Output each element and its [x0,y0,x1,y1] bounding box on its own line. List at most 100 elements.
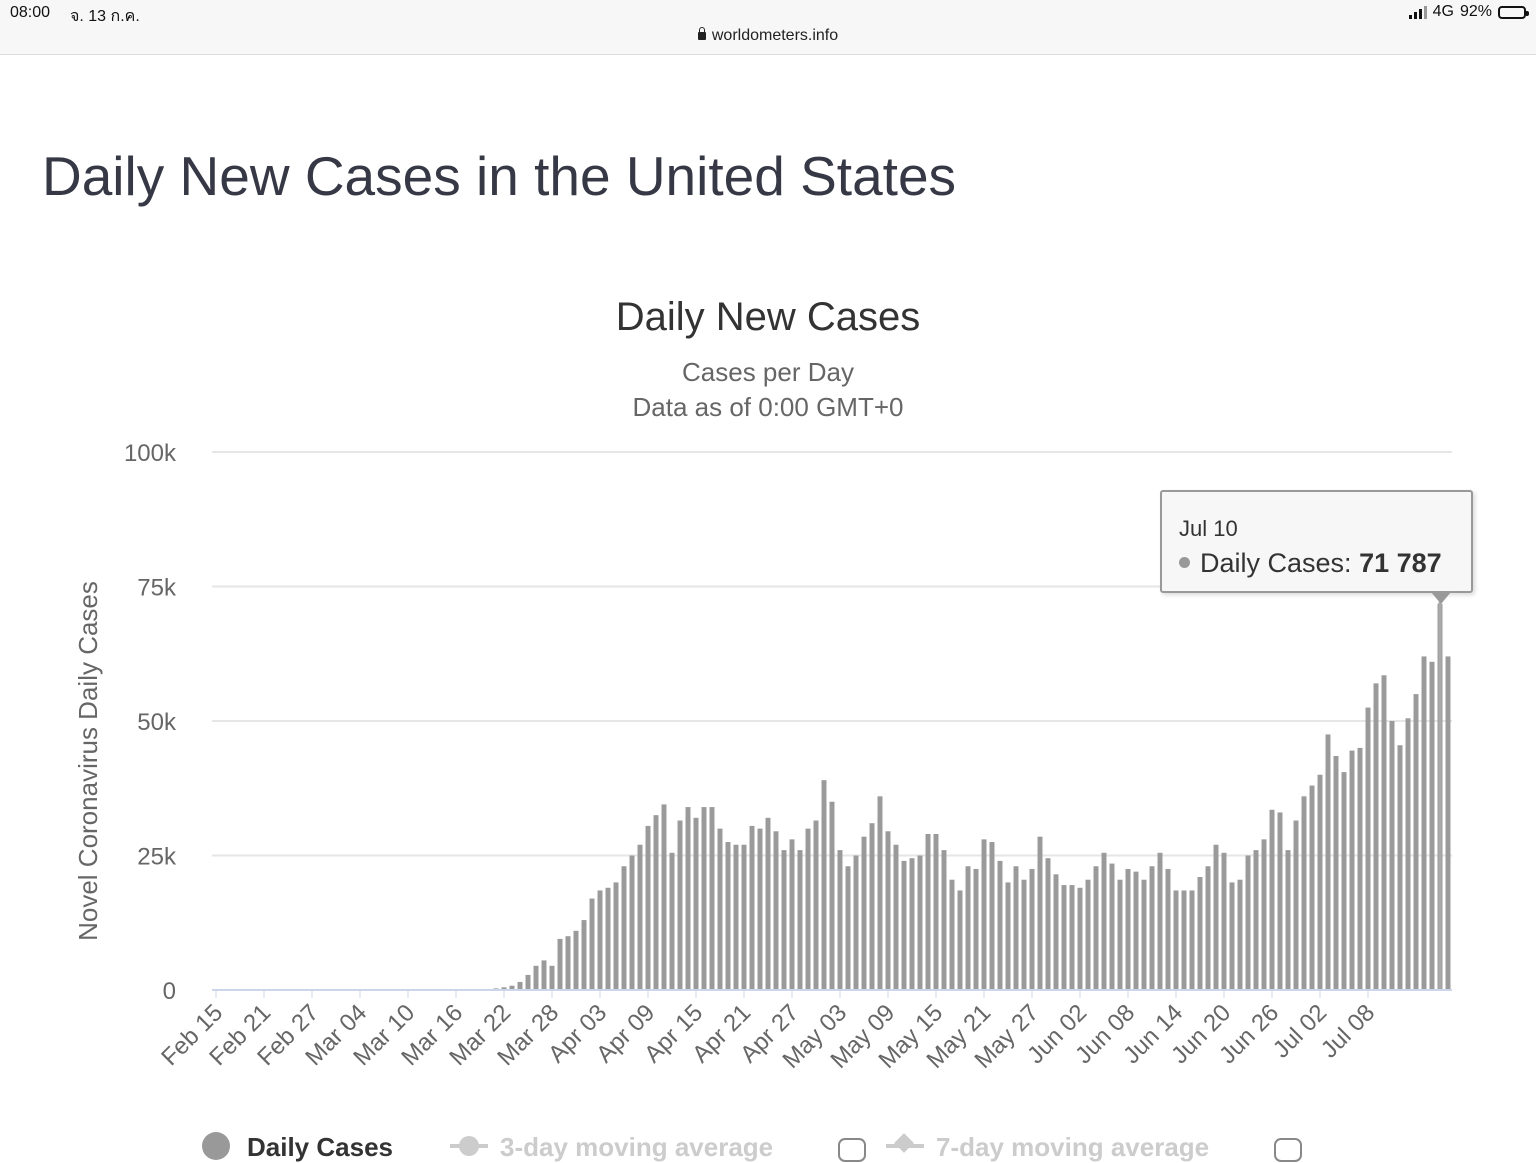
legend-toggle-checkbox[interactable] [1274,1138,1302,1162]
chart-bar [1173,890,1179,990]
chart-bar [949,879,955,990]
chart-subtitle-date: Data as of 0:00 GMT+0 [632,392,904,422]
chart-bar [1117,879,1123,990]
chart-bar [989,842,995,990]
chart-bar [1005,882,1011,990]
status-date: จ. 13 ก.ค. [70,8,140,25]
y-tick-label: 50k [137,709,177,736]
chart-bar [1125,868,1131,990]
chart-bar [581,920,587,990]
chart-bar [885,831,891,990]
chart-bar [1325,734,1331,990]
chart-bar [1229,882,1235,990]
url-text: worldometers.info [711,27,839,44]
chart-bar [909,858,915,990]
chart-bar [789,839,795,990]
chart-bar [589,898,595,990]
chart-bar [525,974,531,990]
chart-bar [549,965,555,990]
chart-bar [829,801,835,990]
chart-bar [813,820,819,990]
chart-bar [1421,656,1427,990]
chart-bar [901,860,907,990]
chart-bar [1309,785,1315,990]
chart-bar [1285,850,1291,990]
chart-bar [765,817,771,990]
chart-bar [1413,694,1419,990]
chart-legend: Daily Cases 3-day moving average 7-day m… [0,1128,1536,1162]
chart-bar [805,828,811,990]
chart-bar [1253,850,1259,990]
chart-bar [1333,755,1339,990]
tooltip-pointer [1431,592,1451,604]
chart-bar [605,887,611,990]
chart-bar [1349,750,1355,990]
chart-bar [1365,707,1371,990]
signal-icon [1408,5,1427,19]
chart-bar [925,833,931,990]
battery-percent: 92% [1459,3,1492,20]
network-type: 4G [1432,3,1454,20]
chart-bar [645,825,651,990]
chart-bar [637,844,643,990]
chart-tooltip: Jul 10 Daily Cases: 71 787 [1160,490,1473,593]
legend-circle-icon [459,1136,479,1156]
chart-bar [1149,866,1155,990]
tooltip-date: Jul 10 [1179,516,1238,541]
address-bar[interactable]: worldometers.info [0,27,1536,45]
chart-bar [1069,885,1075,990]
chart-bar [613,882,619,990]
chart-bar [1021,879,1027,990]
chart-bar [1237,879,1243,990]
chart-bar [1397,745,1403,990]
chart-bar [837,850,843,990]
chart-bar [1245,855,1251,990]
chart-bar [565,936,571,990]
chart-bar [517,981,523,990]
chart-bar [1293,820,1299,990]
chart-bar [725,842,731,990]
chart-bar [1061,885,1067,990]
chart-bar [1157,852,1163,990]
chart-bar [877,796,883,990]
chart-bar [1341,772,1347,990]
chart-bar [1053,874,1059,990]
tooltip-value: 71 787 [1359,548,1442,578]
chart-bar [629,855,635,990]
chart-bar [853,855,859,990]
chart-bar [669,852,675,990]
chart-bar [845,866,851,990]
chart-bar [1037,836,1043,990]
chart-subtitle: Cases per Day [682,357,854,387]
chart-bar [509,985,515,990]
y-tick-label: 100k [124,440,177,467]
legend-toggle-checkbox[interactable] [838,1138,866,1162]
chart-bar [557,938,563,990]
chart-bar [1301,796,1307,990]
tooltip-label: Daily Cases: [1200,548,1352,578]
chart-bar [1197,877,1203,990]
chart-bar [677,820,683,990]
legend-circle-icon [202,1132,230,1160]
chart-bar [1181,890,1187,990]
chart-bar [597,890,603,990]
x-tick-label: Jul 08 [1316,999,1380,1063]
chart-bar [733,844,739,990]
chart-bar [1445,656,1451,990]
chart-bar [1165,868,1171,990]
page-title: Daily New Cases in the United States [42,145,957,207]
chart-bar [933,833,939,990]
chart-bar [1045,858,1051,990]
chart-bar [781,850,787,990]
chart-bar [661,804,667,990]
chart-plot[interactable]: 0 25k 50k 75k 100k Novel Coronavirus Daily Ca… [0,430,1536,1130]
chart-bar [1389,721,1395,990]
chart-bar [1373,683,1379,990]
y-axis-title: Novel Coronavirus Daily Cases [73,581,103,941]
chart-bar [1277,812,1283,990]
chart-bar [573,930,579,990]
legend-label: Daily Cases [247,1132,393,1162]
chart-bar [693,817,699,990]
y-tick-label: 75k [137,575,177,602]
chart-bar [797,850,803,990]
